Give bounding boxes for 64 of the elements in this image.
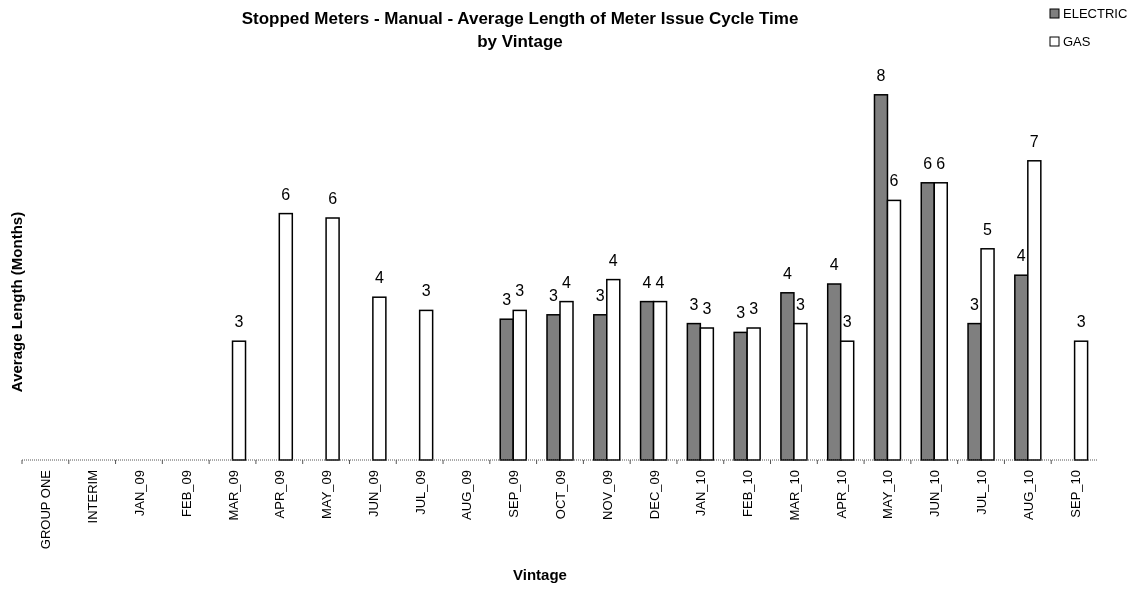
- x-tick-label: AUG_10: [1020, 470, 1036, 520]
- data-label: 3: [549, 286, 559, 304]
- data-label: 6: [936, 154, 946, 172]
- data-label: 4: [608, 251, 618, 269]
- data-label: 4: [1016, 247, 1026, 265]
- data-label: 6: [889, 172, 899, 190]
- bar: [418, 309, 434, 461]
- data-label: 3: [689, 295, 699, 313]
- bar: [231, 340, 247, 461]
- data-label: 6: [328, 190, 338, 207]
- x-tick-label: NOV_09: [599, 470, 615, 520]
- x-tick-label: JAN_10: [693, 470, 709, 517]
- legend-label: ELECTRIC: [1063, 6, 1128, 21]
- data-label: 3: [234, 313, 244, 331]
- bar: [278, 212, 294, 461]
- data-label: 3: [749, 300, 759, 317]
- x-tick-label: APR_09: [272, 470, 288, 519]
- data-label: 4: [642, 273, 652, 291]
- x-tick-label: MAY_09: [319, 470, 335, 519]
- data-label: 3: [595, 286, 605, 304]
- data-label: 4: [829, 256, 839, 273]
- x-tick-label: SEP_10: [1067, 470, 1083, 518]
- x-tick-label: SEP_09: [506, 470, 522, 518]
- x-tick-label: INTERIM: [85, 470, 101, 524]
- y-axis-title: Average Length (Months): [8, 211, 25, 393]
- x-tick-label: FEB_10: [740, 470, 756, 517]
- data-label: 7: [1029, 132, 1039, 150]
- x-tick-label: JAN_09: [131, 470, 147, 517]
- bar: [325, 217, 340, 461]
- data-label: 8: [876, 66, 886, 84]
- data-label: 3: [1076, 313, 1086, 331]
- data-label: 3: [736, 304, 746, 322]
- data-label: 4: [562, 273, 572, 291]
- x-tick-label: AUG_09: [459, 470, 475, 520]
- data-label: 3: [842, 313, 852, 331]
- data-label: 3: [515, 282, 525, 300]
- bar: [372, 296, 387, 461]
- data-label: 3: [702, 300, 712, 317]
- x-tick-label: MAR_10: [786, 470, 802, 521]
- data-label: 4: [782, 264, 792, 282]
- data-label: 3: [795, 295, 805, 313]
- data-label: 4: [374, 269, 384, 287]
- data-label: 3: [502, 291, 512, 309]
- data-label: 6: [281, 185, 291, 203]
- x-tick-label: JUN_10: [927, 470, 943, 517]
- x-tick-label: APR_10: [833, 470, 849, 519]
- bar: [1073, 340, 1089, 461]
- legend-label: GAS: [1063, 34, 1091, 49]
- data-label: 3: [421, 282, 431, 300]
- x-axis-title: Vintage: [513, 566, 567, 583]
- x-tick-label: MAY_10: [880, 470, 896, 519]
- x-tick-label: MAR_09: [225, 470, 241, 521]
- data-label: 3: [970, 295, 980, 313]
- data-label: 6: [923, 154, 933, 172]
- data-label: 4: [655, 273, 665, 291]
- x-tick-label: GROUP ONE: [38, 469, 54, 550]
- data-label: 5: [983, 220, 993, 238]
- x-tick-label: FEB_09: [178, 470, 194, 517]
- x-tick-label: DEC_09: [646, 470, 662, 520]
- chart-title: Stopped Meters - Manual - Average Length of Meter Issue Cycle Time by Vintage: [241, 9, 799, 51]
- x-tick-label: OCT_09: [553, 470, 568, 520]
- x-tick-label: JUL_10: [974, 470, 990, 515]
- x-tick-label: JUL_09: [412, 470, 428, 515]
- x-tick-label: JUN_09: [365, 470, 381, 517]
